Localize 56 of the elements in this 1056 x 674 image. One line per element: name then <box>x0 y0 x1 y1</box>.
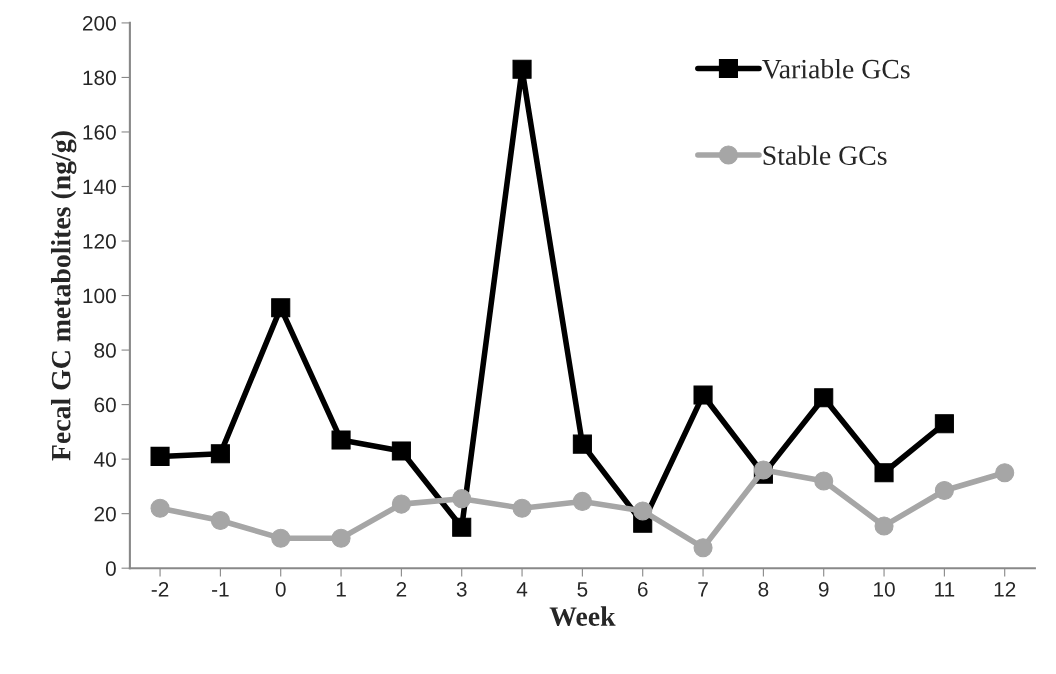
y-tick-label: 120 <box>83 234 116 249</box>
x-tick-label: 4 <box>516 582 528 597</box>
point <box>874 463 894 483</box>
point <box>693 538 713 558</box>
x-tick-label: 11 <box>935 582 955 597</box>
x-tick-label: 7 <box>698 582 708 597</box>
y-axis-title: Fecal GC metabolites (ng/g) <box>50 131 77 461</box>
y-tick-label: 160 <box>83 124 116 140</box>
point <box>150 498 170 518</box>
y-tick-label: 140 <box>83 179 116 195</box>
y-tick-label: 40 <box>94 452 116 467</box>
legend-label: Variable GCs <box>762 58 910 79</box>
x-tick-label: 12 <box>994 581 1016 597</box>
point <box>210 444 230 464</box>
y-tick-label: 0 <box>105 561 116 576</box>
x-tick-label: 10 <box>874 581 895 597</box>
legend-label: Stable GCs <box>763 145 887 166</box>
point <box>995 463 1015 483</box>
y-tick-label: 100 <box>83 288 116 304</box>
point <box>512 59 532 79</box>
y-tick-label: 180 <box>83 70 116 86</box>
y-tick-label: 20 <box>94 506 116 522</box>
x-tick-label: 9 <box>818 581 829 597</box>
x-tick-label: -1 <box>212 582 229 597</box>
x-axis-title: Week <box>549 606 616 627</box>
point <box>210 510 230 531</box>
x-tick-label: 5 <box>577 582 588 597</box>
point <box>150 446 170 466</box>
point <box>271 298 291 318</box>
point <box>814 471 834 491</box>
x-tick-label: 3 <box>456 581 467 597</box>
point <box>572 491 592 511</box>
y-tick-label: 80 <box>94 343 116 358</box>
point <box>452 517 472 537</box>
y-tick-label: 200 <box>82 15 116 31</box>
point <box>331 528 351 548</box>
point <box>814 388 834 408</box>
point <box>331 430 351 450</box>
point <box>874 516 894 536</box>
x-tick-label: -2 <box>151 581 169 597</box>
point <box>452 489 472 509</box>
y-tick-label: 60 <box>94 397 116 413</box>
x-tick-label: 1 <box>336 582 346 597</box>
point <box>934 414 954 434</box>
x-tick-label: 8 <box>758 581 769 597</box>
point <box>512 498 532 518</box>
point <box>572 434 592 454</box>
point <box>693 385 713 405</box>
point <box>271 528 291 548</box>
point <box>391 441 411 461</box>
x-tick-label: 0 <box>275 581 286 597</box>
x-tick-label: 6 <box>637 581 648 597</box>
point <box>391 494 411 514</box>
point <box>934 480 954 501</box>
point <box>633 501 653 521</box>
x-tick-label: 2 <box>396 581 407 597</box>
